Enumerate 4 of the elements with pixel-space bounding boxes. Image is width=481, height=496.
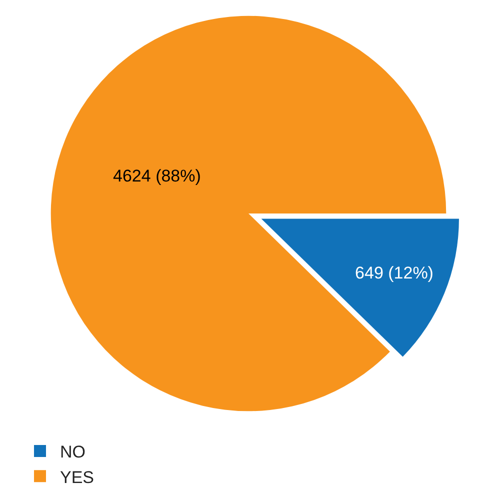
- legend-label: YES: [60, 468, 94, 487]
- legend-label: NO: [60, 442, 86, 462]
- data-label: 649 (12%): [355, 263, 434, 282]
- data-label: 4624 (88%): [113, 166, 201, 186]
